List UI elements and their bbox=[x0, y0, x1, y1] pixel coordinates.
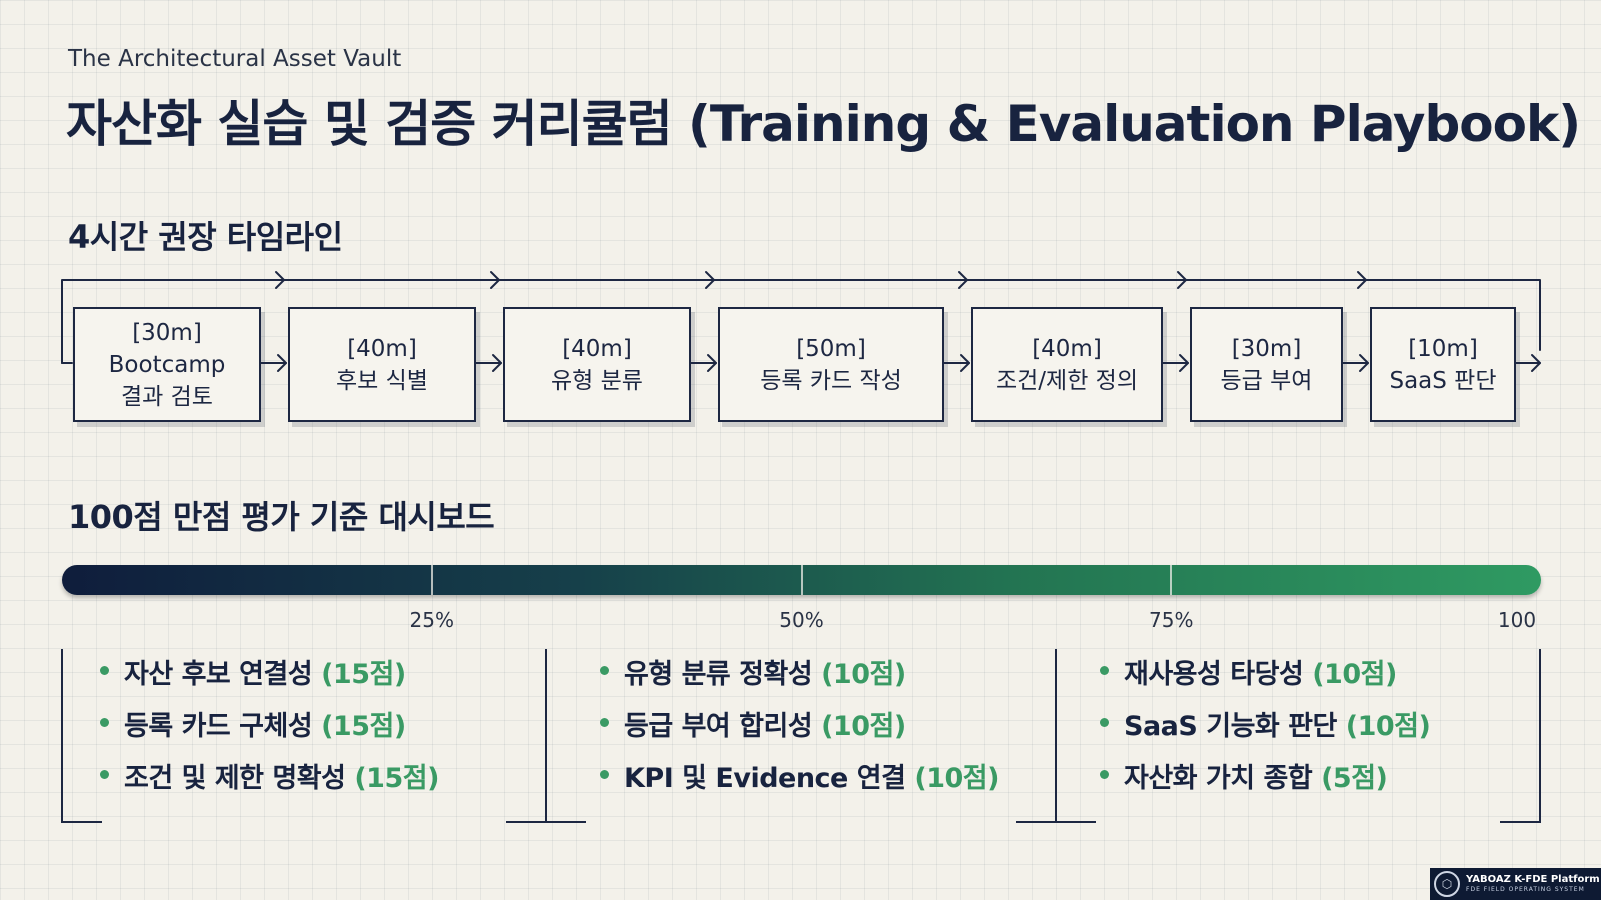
step-label: 조건/제한 정의 bbox=[995, 367, 1139, 394]
criteria-group-1: 자산 후보 연결성 (15점) 등록 카드 구체성 (15점) 조건 및 제한 … bbox=[100, 652, 439, 808]
timeline-step-saas-judgement: [10m] SaaS 판단 bbox=[1370, 307, 1516, 422]
timeline-step-type-classification: [40m] 유형 분류 bbox=[503, 307, 691, 422]
score-tick-label: 75% bbox=[1149, 608, 1194, 632]
criteria-group-2: 유형 분류 정확성 (10점) 등급 부여 합리성 (10점) KPI 및 Ev… bbox=[600, 652, 999, 808]
timeline-step-candidate-identification: [40m] 후보 식별 bbox=[288, 307, 476, 422]
criterion-saas-feature: SaaS 기능화 판단 (10점) bbox=[1100, 704, 1431, 756]
criterion-reusability: 재사용성 타당성 (10점) bbox=[1100, 652, 1430, 704]
step-label: 등록 카드 작성 bbox=[760, 367, 902, 394]
score-gradient-bar bbox=[62, 565, 1541, 595]
hexagon-logo-icon: ⬡ bbox=[1434, 871, 1460, 897]
criterion-type-accuracy: 유형 분류 정확성 (10점) bbox=[600, 652, 999, 704]
page-subtitle: The Architectural Asset Vault bbox=[68, 46, 402, 72]
score-bar-tick bbox=[800, 565, 803, 595]
score-tick-label: 50% bbox=[779, 608, 824, 632]
timeline-step-bootcamp-review: [30m] Bootcamp 결과 검토 bbox=[73, 307, 261, 422]
timeline-step-grading: [30m] 등급 부여 bbox=[1190, 307, 1343, 422]
step-duration: [40m] bbox=[562, 335, 632, 362]
step-duration: [50m] bbox=[796, 335, 866, 362]
step-label: SaaS 판단 bbox=[1389, 367, 1497, 394]
step-label: 후보 식별 bbox=[336, 367, 428, 394]
step-label: 유형 분류 bbox=[551, 367, 643, 394]
timeline-step-registration-card: [50m] 등록 카드 작성 bbox=[718, 307, 944, 422]
score-tick-label: 100 bbox=[1497, 608, 1537, 632]
criteria-group-3: 재사용성 타당성 (10점) SaaS 기능화 판단 (10점) 자산화 가치 … bbox=[1100, 652, 1431, 808]
brand-name: YABOAZ K-FDE Platform bbox=[1466, 874, 1600, 885]
score-bar-tick bbox=[1170, 565, 1173, 595]
criterion-card-specificity: 등록 카드 구체성 (15점) bbox=[100, 704, 439, 756]
criterion-condition-clarity: 조건 및 제한 명확성 (15점) bbox=[100, 756, 439, 808]
brand-badge: ⬡ YABOAZ K-FDE Platform FDE FIELD OPERAT… bbox=[1430, 868, 1601, 900]
score-tick-label: 25% bbox=[409, 608, 454, 632]
step-duration: [40m] bbox=[347, 335, 417, 362]
step-duration: [30m] bbox=[1231, 335, 1302, 362]
score-bar-tick bbox=[430, 565, 433, 595]
step-label-line2: 결과 검토 bbox=[121, 383, 213, 410]
step-label: Bootcamp bbox=[108, 351, 226, 378]
criterion-kpi-evidence: KPI 및 Evidence 연결 (10점) bbox=[600, 756, 999, 808]
page-title: 자산화 실습 및 검증 커리큘럼 (Training & Evaluation … bbox=[66, 95, 1581, 153]
step-duration: [10m] bbox=[1408, 335, 1478, 362]
criterion-grading-rationality: 등급 부여 합리성 (10점) bbox=[600, 704, 999, 756]
brand-subtitle: FDE FIELD OPERATING SYSTEM bbox=[1466, 886, 1585, 893]
criterion-asset-candidate-connectivity: 자산 후보 연결성 (15점) bbox=[100, 652, 439, 704]
step-duration: [40m] bbox=[1032, 335, 1102, 362]
scoring-heading: 100점 만점 평가 기준 대시보드 bbox=[68, 498, 495, 536]
step-duration: [30m] bbox=[132, 319, 202, 346]
step-label: 등급 부여 bbox=[1220, 367, 1313, 394]
timeline-step-condition-definition: [40m] 조건/제한 정의 bbox=[971, 307, 1163, 422]
timeline-heading: 4시간 권장 타임라인 bbox=[68, 218, 343, 256]
criterion-asset-value: 자산화 가치 종합 (5점) bbox=[1100, 756, 1430, 808]
